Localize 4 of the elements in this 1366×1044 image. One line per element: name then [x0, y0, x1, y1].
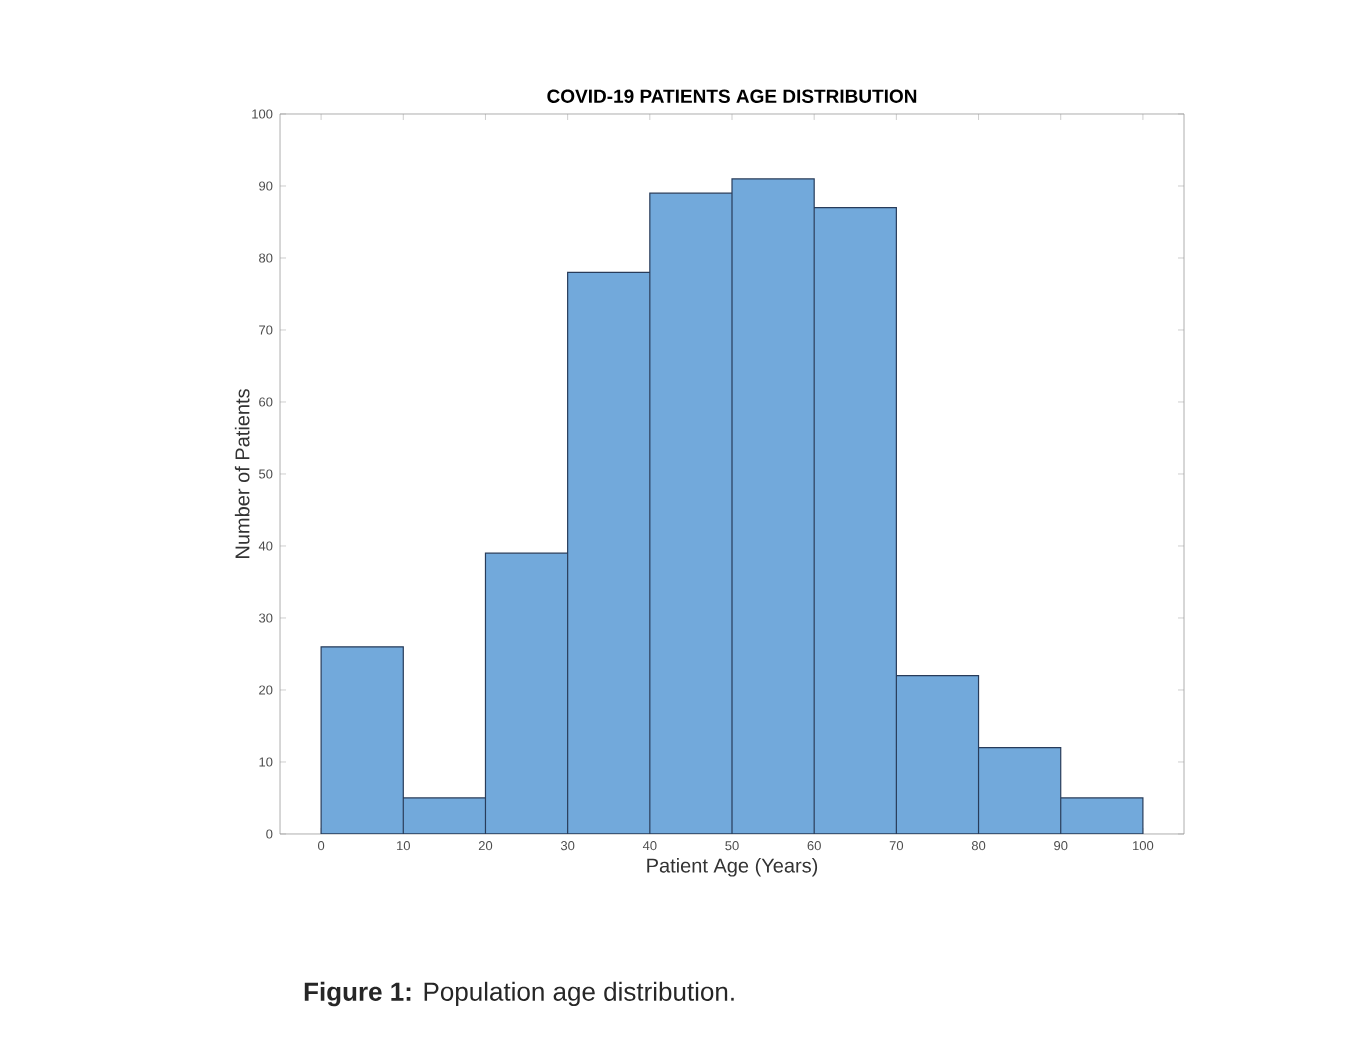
chart-title: COVID-19 PATIENTS AGE DISTRIBUTION [547, 89, 917, 103]
y-axis-title: Number of Patients [234, 389, 250, 558]
text: Figure 1: Population age distribution. [304, 981, 734, 1007]
x-axis-title: Patient Age (Years) [647, 857, 818, 877]
